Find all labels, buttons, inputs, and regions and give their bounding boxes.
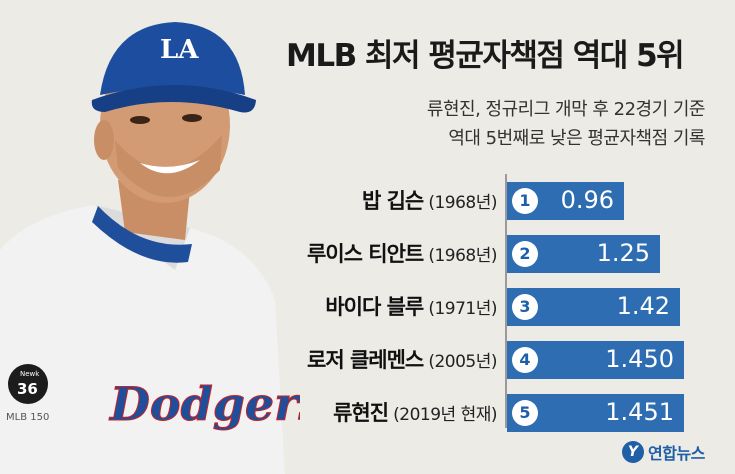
era-value-label: 1.25 (596, 239, 650, 267)
season-year: (2005년) (428, 352, 497, 372)
jersey-script: Dodgers (108, 377, 300, 431)
rank-badge: 5 (512, 400, 538, 426)
season-year: (1971년) (428, 299, 497, 319)
cap-logo: LA (160, 35, 199, 65)
category-label: 루이스 티안트 (1968년) (307, 236, 497, 272)
subtitle-line-1: 류현진, 정규리그 개막 후 22경기 기준 (426, 99, 706, 120)
pitcher-name: 루이스 티안트 (307, 242, 424, 266)
season-year: (1968년) (428, 246, 497, 266)
patch-number: 36 (17, 380, 38, 398)
patch-label: Newk (20, 370, 40, 378)
category-label: 밥 깁슨 (1968년) (361, 183, 498, 219)
category-label: 류현진 (2019년 현재) (333, 395, 497, 431)
category-label: 바이다 블루 (1971년) (325, 289, 497, 325)
pitcher-name: 밥 깁슨 (361, 189, 424, 213)
player-photo: LA Dodgers Newk 36 MLB 150 (0, 22, 300, 474)
subtitle-line-2: 역대 5번째로 낮은 평균자책점 기록 (448, 128, 705, 149)
rank-badge: 4 (512, 347, 538, 373)
yonhap-mark-icon: Y (622, 441, 644, 463)
pitcher-name: 류현진 (333, 401, 389, 425)
era-value-label: 0.96 (560, 186, 614, 214)
season-year: (2019년 현재) (393, 405, 497, 425)
yonhap-logo: Y 연합뉴스 (622, 438, 705, 466)
sleeve-logo: MLB 150 (6, 412, 49, 423)
axis-line (505, 174, 507, 428)
credit-text: 연합뉴스 (648, 444, 705, 463)
rank-badge: 2 (512, 241, 538, 267)
rank-badge: 3 (512, 294, 538, 320)
era-value-label: 1.42 (616, 292, 670, 320)
chart-title: MLB 최저 평균자책점 역대 5위 (286, 38, 685, 74)
pitcher-name: 바이다 블루 (325, 295, 424, 319)
rank-badge: 1 (512, 188, 538, 214)
category-label: 로저 클레멘스 (2005년) (307, 342, 497, 378)
pitcher-name: 로저 클레멘스 (307, 348, 424, 372)
era-value-label: 1.450 (605, 345, 674, 373)
season-year: (1968년) (428, 193, 497, 213)
era-value-label: 1.451 (605, 398, 674, 426)
